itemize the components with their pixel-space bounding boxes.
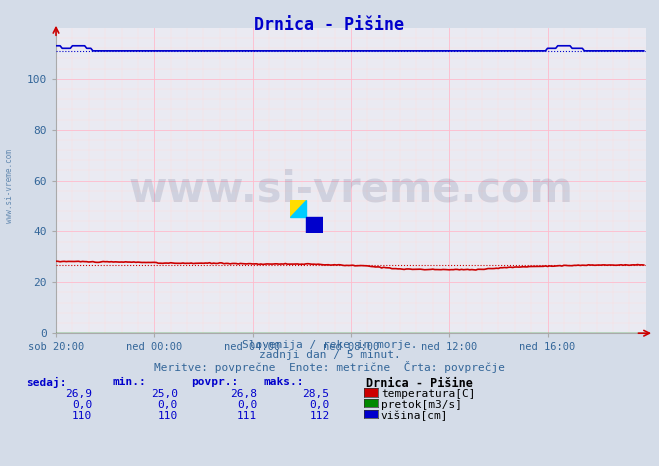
Text: Slovenija / reke in morje.: Slovenija / reke in morje.: [242, 340, 417, 350]
Text: 112: 112: [309, 411, 330, 421]
Text: temperatura[C]: temperatura[C]: [381, 389, 475, 399]
Text: zadnji dan / 5 minut.: zadnji dan / 5 minut.: [258, 350, 401, 360]
Polygon shape: [290, 200, 306, 217]
Polygon shape: [290, 200, 306, 217]
Text: maks.:: maks.:: [264, 377, 304, 387]
Text: povpr.:: povpr.:: [191, 377, 239, 387]
Text: 26,9: 26,9: [65, 389, 92, 399]
Text: min.:: min.:: [112, 377, 146, 387]
Text: Meritve: povprečne  Enote: metrične  Črta: povprečje: Meritve: povprečne Enote: metrične Črta:…: [154, 361, 505, 373]
Text: 0,0: 0,0: [309, 400, 330, 410]
Text: 0,0: 0,0: [72, 400, 92, 410]
Text: Drnica - Pišine: Drnica - Pišine: [254, 16, 405, 34]
Text: www.si-vreme.com: www.si-vreme.com: [5, 150, 14, 223]
Text: pretok[m3/s]: pretok[m3/s]: [381, 400, 462, 410]
Text: 0,0: 0,0: [158, 400, 178, 410]
Text: 26,8: 26,8: [230, 389, 257, 399]
Text: višina[cm]: višina[cm]: [381, 411, 448, 421]
Text: sedaj:: sedaj:: [26, 377, 67, 389]
Polygon shape: [306, 217, 323, 233]
Text: 28,5: 28,5: [302, 389, 330, 399]
Text: 0,0: 0,0: [237, 400, 257, 410]
Text: 111: 111: [237, 411, 257, 421]
Text: www.si-vreme.com: www.si-vreme.com: [129, 169, 573, 211]
Text: 110: 110: [158, 411, 178, 421]
Text: 110: 110: [72, 411, 92, 421]
Text: 25,0: 25,0: [151, 389, 178, 399]
Text: Drnica - Pišine: Drnica - Pišine: [366, 377, 473, 391]
